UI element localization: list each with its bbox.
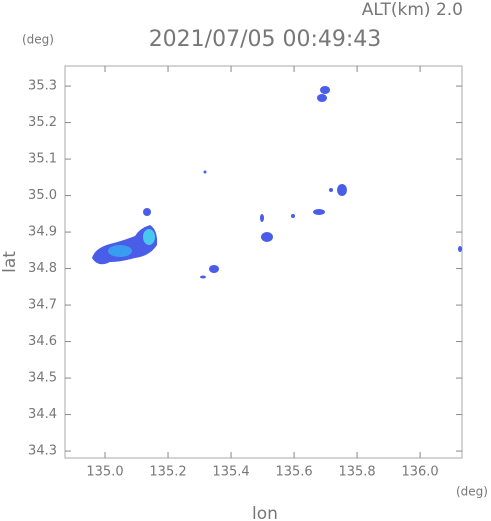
echo	[143, 229, 155, 245]
x-unit: (deg)	[456, 485, 488, 499]
y-tick-label: 34.3	[28, 444, 57, 459]
echo	[313, 209, 325, 215]
echo	[200, 275, 206, 279]
y-tick-label: 35.3	[28, 79, 57, 94]
echo	[261, 232, 273, 242]
y-tick-label: 34.4	[28, 407, 57, 422]
x-tick-label: 136.0	[401, 465, 438, 480]
y-tick-label: 35.2	[28, 115, 57, 130]
echo	[92, 225, 158, 265]
y-axis-label: lat	[0, 251, 20, 273]
y-tick-label: 34.9	[28, 225, 57, 240]
echo	[337, 184, 347, 196]
echo	[458, 246, 462, 252]
chart-title: 2021/07/05 00:49:43	[149, 27, 382, 52]
x-tick-label: 135.6	[275, 465, 312, 480]
x-tick-label: 135.4	[212, 465, 249, 480]
radar-echoes	[92, 86, 462, 279]
echo	[143, 208, 151, 216]
plot-frame	[64, 65, 463, 459]
echo	[209, 265, 219, 273]
x-axis-label: lon	[252, 504, 278, 521]
y-tick-label: 35.1	[28, 152, 57, 167]
echo	[260, 214, 264, 222]
y-tick-label: 34.6	[28, 334, 57, 349]
echo	[317, 94, 327, 102]
echo	[291, 214, 295, 218]
y-tick-label: 34.5	[28, 371, 57, 386]
chart-subtitle: ALT(km) 2.0	[362, 0, 463, 20]
y-tick-label: 34.7	[28, 298, 57, 313]
y-unit: (deg)	[22, 33, 54, 47]
echo	[320, 86, 330, 94]
x-tick-label: 135.0	[86, 465, 123, 480]
echo	[329, 188, 333, 192]
x-tick-label: 135.8	[338, 465, 375, 480]
echo	[203, 170, 207, 174]
x-tick-label: 135.2	[149, 465, 186, 480]
y-tick-label: 34.8	[28, 261, 57, 276]
y-tick-label: 35.0	[28, 188, 57, 203]
echo	[108, 245, 132, 257]
